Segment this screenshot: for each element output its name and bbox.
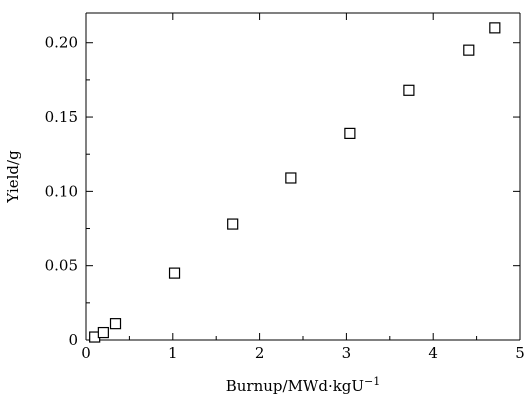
- data-point: [109, 318, 122, 330]
- data-point: [463, 44, 475, 56]
- x-tick-label: 1: [168, 344, 178, 362]
- y-axis-ticks: 0 0.05 0.10 0.15 0.20: [45, 34, 520, 349]
- y-tick-label: 0.20: [45, 34, 78, 52]
- y-tick-label: 0.05: [45, 257, 78, 275]
- x-tick-label: 5: [515, 344, 525, 362]
- x-tick-label: 0: [81, 344, 91, 362]
- y-axis-title: Yield/g: [4, 150, 22, 204]
- x-axis-title: Burnup/MWd·kgU−1: [226, 375, 381, 395]
- data-point: [168, 267, 181, 279]
- y-tick-label: 0.15: [45, 108, 78, 126]
- x-tick-label: 3: [342, 344, 352, 362]
- data-point: [489, 22, 501, 34]
- data-point: [403, 84, 415, 96]
- data-point: [344, 127, 356, 139]
- data-point: [97, 326, 109, 339]
- y-tick-label: 0: [68, 331, 78, 349]
- plot-area: [85, 12, 521, 341]
- x-axis-ticks: 0 1 2 3 4 5: [81, 13, 525, 362]
- y-tick-label: 0.10: [45, 182, 78, 200]
- x-tick-label: 4: [428, 344, 438, 362]
- data-points: [89, 22, 501, 343]
- data-point: [285, 172, 297, 184]
- data-point: [227, 218, 239, 230]
- x-tick-label: 2: [255, 344, 265, 362]
